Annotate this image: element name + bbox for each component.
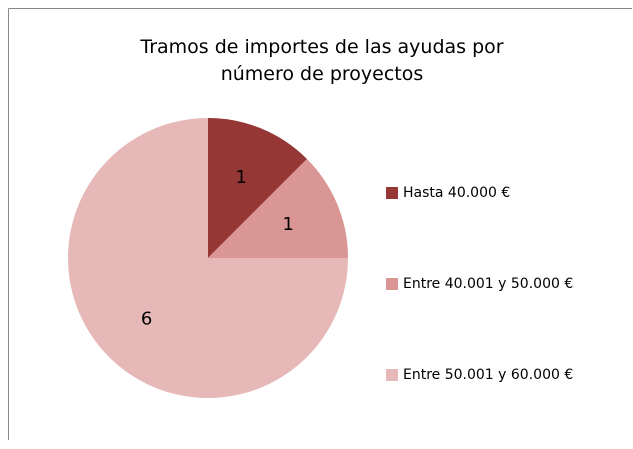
data-label: 1 <box>235 167 246 188</box>
legend-swatch <box>386 278 398 290</box>
legend-label: Hasta 40.000 € <box>403 185 510 201</box>
pie-slice <box>208 118 307 258</box>
legend-swatch <box>386 187 398 199</box>
legend-label: Entre 50.001 y 60.000 € <box>403 367 573 383</box>
legend-label: Entre 40.001 y 50.000 € <box>403 276 573 292</box>
data-label: 1 <box>282 214 293 235</box>
pie-slice <box>68 118 348 398</box>
legend-swatch <box>386 369 398 381</box>
pie-slice <box>208 159 348 258</box>
chart-title: Tramos de importes de las ayudas por núm… <box>140 36 504 85</box>
data-label: 6 <box>141 308 152 329</box>
